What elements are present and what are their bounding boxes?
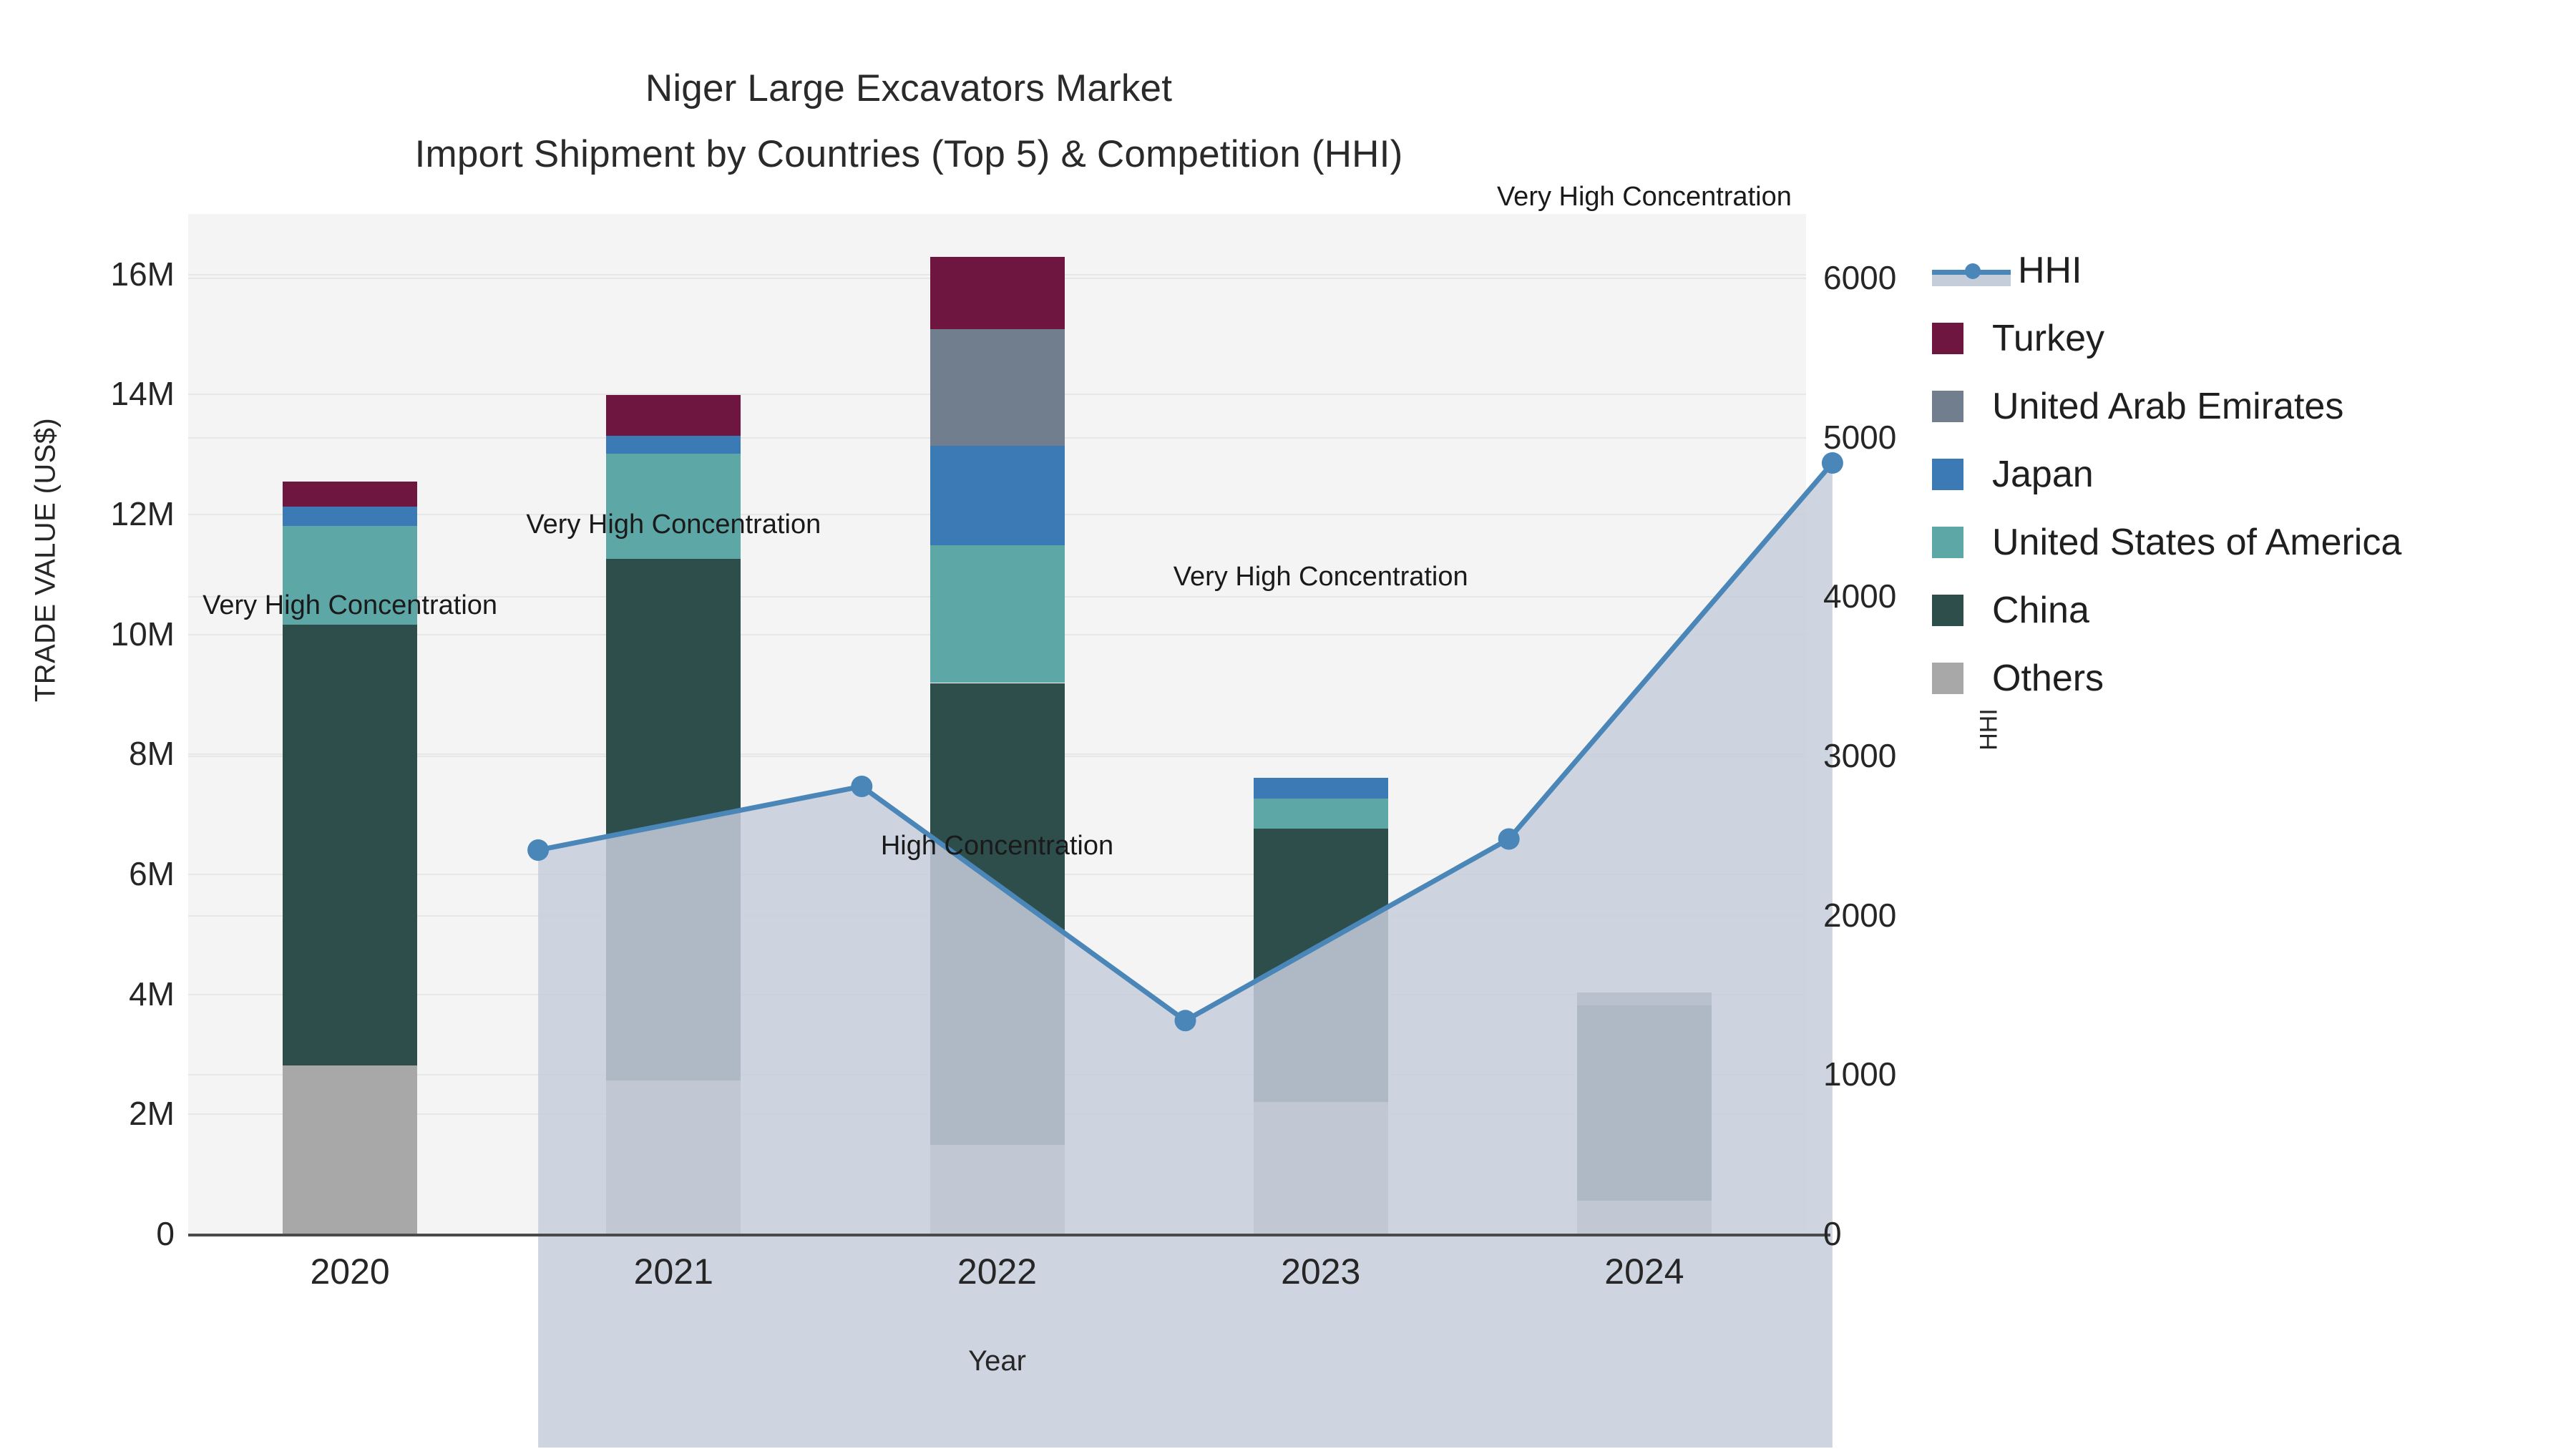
x-axis-line	[188, 1234, 1830, 1236]
legend-label: HHI	[2018, 249, 2082, 291]
legend-item[interactable]: HHI	[1932, 236, 2562, 304]
legend-item[interactable]: China	[1932, 576, 2562, 644]
chart-title-line-2: Import Shipment by Countries (Top 5) & C…	[414, 133, 1403, 175]
bar-segment[interactable]	[1576, 1005, 1712, 1201]
y-axis-right-tick: 1000	[1823, 1055, 1897, 1093]
legend-item[interactable]: United Arab Emirates	[1932, 372, 2562, 440]
y-axis-right-tick: 3000	[1823, 737, 1897, 775]
legend-label: Turkey	[1992, 317, 2104, 359]
chart-title: Niger Large Excavators Market Import Shi…	[0, 56, 1818, 187]
bar-segment[interactable]	[930, 446, 1065, 545]
bar-segment[interactable]	[283, 507, 418, 526]
legend-label: United States of America	[1992, 521, 2402, 563]
legend-color-swatch	[1932, 526, 1963, 558]
bar-segment[interactable]	[1576, 1200, 1712, 1234]
y-axis-left-tick: 16M	[110, 255, 175, 293]
bar-segment[interactable]	[283, 481, 418, 507]
x-axis-tick: 2020	[310, 1252, 390, 1292]
y-axis-left-tick: 2M	[129, 1095, 175, 1133]
y-axis-right-tick: 6000	[1823, 259, 1897, 297]
y-axis-left-tick: 4M	[129, 975, 175, 1013]
bar-segment[interactable]	[283, 625, 418, 1066]
bar-segment[interactable]	[930, 328, 1065, 447]
chart-title-line-1: Niger Large Excavators Market	[645, 67, 1173, 109]
y-axis-left: 0 2M 4M 6M 8M 10M 12M 14M 16M	[0, 0, 176, 1449]
legend-item[interactable]: United States of America	[1932, 508, 2562, 576]
concentration-label: Very High Concentration	[526, 509, 821, 540]
bar-segment[interactable]	[606, 454, 741, 559]
bar-segment[interactable]	[1253, 799, 1388, 829]
legend-label: Others	[1992, 657, 2104, 699]
bar-segment[interactable]	[1253, 829, 1388, 1102]
bar-segment[interactable]	[1253, 1101, 1388, 1234]
legend-label: Japan	[1992, 453, 2094, 495]
concentration-label: High Concentration	[880, 831, 1114, 862]
legend-color-swatch	[1932, 390, 1963, 422]
bar-segment[interactable]	[606, 395, 741, 436]
legend-item[interactable]: Turkey	[1932, 304, 2562, 372]
bar-segment[interactable]	[930, 683, 1065, 1145]
y-axis-left-tick: 8M	[129, 735, 175, 773]
y-axis-left-tick: 10M	[110, 615, 175, 653]
x-axis-tick: 2023	[1281, 1252, 1361, 1292]
x-axis-tick: 2024	[1604, 1252, 1684, 1292]
hhi-marker[interactable]	[851, 776, 873, 797]
legend-area-swatch	[1932, 274, 2011, 286]
y-axis-right-tick: 2000	[1823, 896, 1897, 934]
bar-segment[interactable]	[1253, 777, 1388, 799]
plot-area	[188, 214, 1843, 1448]
y-axis-right: 0 1000 2000 3000 4000 5000 6000	[1823, 0, 2052, 1449]
legend-color-swatch	[1932, 322, 1963, 354]
legend-item[interactable]: Japan	[1932, 440, 2562, 508]
y-axis-left-tick: 0	[156, 1215, 175, 1252]
bar-segment[interactable]	[606, 558, 741, 1081]
bar-segment[interactable]	[283, 525, 418, 625]
y-axis-right-tick: 5000	[1823, 418, 1897, 456]
x-axis-title: Year	[968, 1345, 1026, 1377]
legend-line-icon	[1932, 255, 2018, 286]
hhi-marker[interactable]	[1498, 828, 1520, 850]
bar-segment[interactable]	[606, 436, 741, 454]
concentration-label: Very High Concentration	[203, 590, 498, 621]
legend-color-swatch	[1932, 458, 1963, 490]
y-axis-left-tick: 14M	[110, 375, 175, 413]
bar-segment[interactable]	[930, 545, 1065, 683]
legend-label: United Arab Emirates	[1992, 385, 2344, 427]
concentration-label: Very High Concentration	[1173, 562, 1468, 592]
legend-label: China	[1992, 589, 2089, 631]
x-axis-tick: 2021	[633, 1252, 713, 1292]
y-axis-right-tick: 4000	[1823, 577, 1897, 615]
legend-dot-icon	[1965, 263, 1981, 279]
y-axis-left-tick: 12M	[110, 495, 175, 533]
bar-segment[interactable]	[606, 1080, 741, 1234]
bar-segment[interactable]	[930, 257, 1065, 329]
y-axis-left-title: TRADE VALUE (US$)	[29, 417, 62, 703]
bar-segment[interactable]	[283, 1065, 418, 1234]
hhi-marker[interactable]	[527, 839, 550, 861]
y-axis-left-tick: 6M	[129, 855, 175, 893]
y-axis-right-tick: 0	[1823, 1215, 1842, 1252]
concentration-label: Very High Concentration	[1496, 181, 1792, 212]
legend-item[interactable]: Others	[1932, 644, 2562, 712]
legend-color-swatch	[1932, 662, 1963, 694]
bar-segment[interactable]	[1576, 992, 1712, 1006]
x-axis-tick: 2022	[957, 1252, 1038, 1292]
bar-segment[interactable]	[930, 1144, 1065, 1234]
hhi-marker[interactable]	[1174, 1010, 1196, 1032]
legend-color-swatch	[1932, 594, 1963, 626]
legend: HHI Turkey United Arab Emirates Japan United…	[1932, 236, 2562, 712]
